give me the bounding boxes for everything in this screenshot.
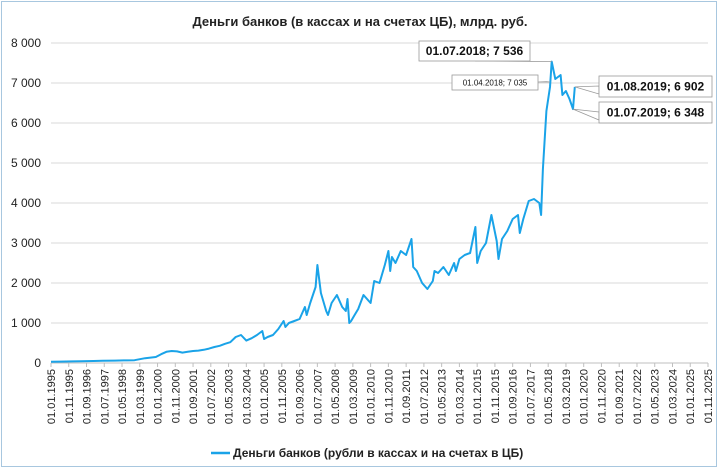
x-tick-label: 01.07.2017 xyxy=(525,369,537,424)
annotation-label: 01.07.2019; 6 348 xyxy=(607,106,705,120)
series-layer xyxy=(51,62,575,362)
x-tick-label: 01.01.2015 xyxy=(472,369,484,424)
x-tick-label: 01.05.2018 xyxy=(543,369,555,424)
y-tick-label: 5 000 xyxy=(11,156,41,170)
x-tick-label: 01.03.2009 xyxy=(348,369,360,424)
x-tick-label: 01.07.2022 xyxy=(632,369,644,424)
annotation-label: 01.08.2019; 6 902 xyxy=(607,80,705,94)
annotation-label: 01.04.2018; 7 035 xyxy=(463,79,528,88)
x-tick-label: 01.09.2011 xyxy=(401,369,413,423)
x-tick-label: 01.05.2003 xyxy=(224,369,236,424)
x-tick-label: 01.07.2007 xyxy=(312,369,324,424)
x-tick-label: 01.09.1996 xyxy=(82,369,94,424)
y-tick-label: 2 000 xyxy=(11,276,41,290)
x-tick-label: 01.11.2000 xyxy=(170,369,182,423)
x-tick-label: 01.07.2002 xyxy=(206,369,218,424)
y-tick-label: 4 000 xyxy=(11,196,41,210)
x-tick-label: 01.05.2013 xyxy=(437,369,449,424)
line-chart: Деньги банков (в кассах и на счетах ЦБ),… xyxy=(2,2,718,468)
x-tick-label: 01.11.2015 xyxy=(490,369,502,423)
y-tick-label: 7 000 xyxy=(11,76,41,90)
x-tick-label: 01.01.2000 xyxy=(153,369,165,424)
y-tick-label: 0 xyxy=(34,356,41,370)
x-tick-label: 01.03.2014 xyxy=(454,369,466,424)
x-tick-label: 01.05.2008 xyxy=(330,369,342,424)
x-tick-label: 01.11.2020 xyxy=(596,369,608,423)
legend-label: Деньги банков (рубли в кассах и на счета… xyxy=(233,446,523,460)
x-tick-label: 01.05.2023 xyxy=(650,369,662,424)
x-tick-label: 01.07.2012 xyxy=(419,369,431,424)
x-tick-label: 01.09.2006 xyxy=(295,369,307,424)
annotation-pointer xyxy=(575,86,599,94)
x-tick-label: 01.11.2010 xyxy=(383,369,395,423)
x-tick-label: 01.09.2021 xyxy=(614,369,626,424)
x-tick-label: 01.07.1997 xyxy=(99,369,111,424)
chart-title: Деньги банков (в кассах и на счетах ЦБ),… xyxy=(192,14,527,29)
x-tick-label: 01.09.2001 xyxy=(188,369,200,424)
x-tick-label: 01.01.2020 xyxy=(579,369,591,424)
x-tick-label: 01.01.2025 xyxy=(685,369,697,424)
annotation-pointer xyxy=(573,109,599,120)
annotation-label: 01.07.2018; 7 536 xyxy=(426,44,524,58)
x-tick-label: 01.11.2025 xyxy=(703,369,715,423)
x-tick-label: 01.01.1995 xyxy=(46,369,58,424)
x-tick-label: 01.11.1995 xyxy=(64,369,76,423)
y-tick-label: 6 000 xyxy=(11,116,41,130)
legend: Деньги банков (рубли в кассах и на счета… xyxy=(211,446,523,460)
x-tick-label: 01.01.2005 xyxy=(259,369,271,424)
x-tick-label: 01.03.2019 xyxy=(561,369,573,424)
x-tick-label: 01.11.2005 xyxy=(277,369,289,423)
x-tick-label: 01.03.2004 xyxy=(241,369,253,424)
y-tick-label: 8 000 xyxy=(11,36,41,50)
x-tick-label: 01.03.1999 xyxy=(135,369,147,424)
y-tick-label: 1 000 xyxy=(11,316,41,330)
x-axis-ticks: 01.01.1995 01.11.1995 01.09.1996 01.07.1997… xyxy=(46,363,715,424)
y-axis-ticks: 0 1 000 2 000 3 000 4 000 5 000 6 000 7 000 8 00… xyxy=(11,36,41,370)
series-line xyxy=(51,62,575,362)
x-tick-label: 01.05.1998 xyxy=(117,369,129,424)
y-tick-label: 3 000 xyxy=(11,236,41,250)
x-tick-label: 01.01.2010 xyxy=(366,369,378,424)
x-tick-label: 01.09.2016 xyxy=(508,369,520,424)
x-tick-label: 01.03.2024 xyxy=(667,369,679,424)
annotations-layer: 01.07.2018; 7 536 01.04.2018; 7 035 01.08.… xyxy=(419,41,712,123)
chart-frame: Деньги банков (в кассах и на счетах ЦБ),… xyxy=(1,1,717,467)
